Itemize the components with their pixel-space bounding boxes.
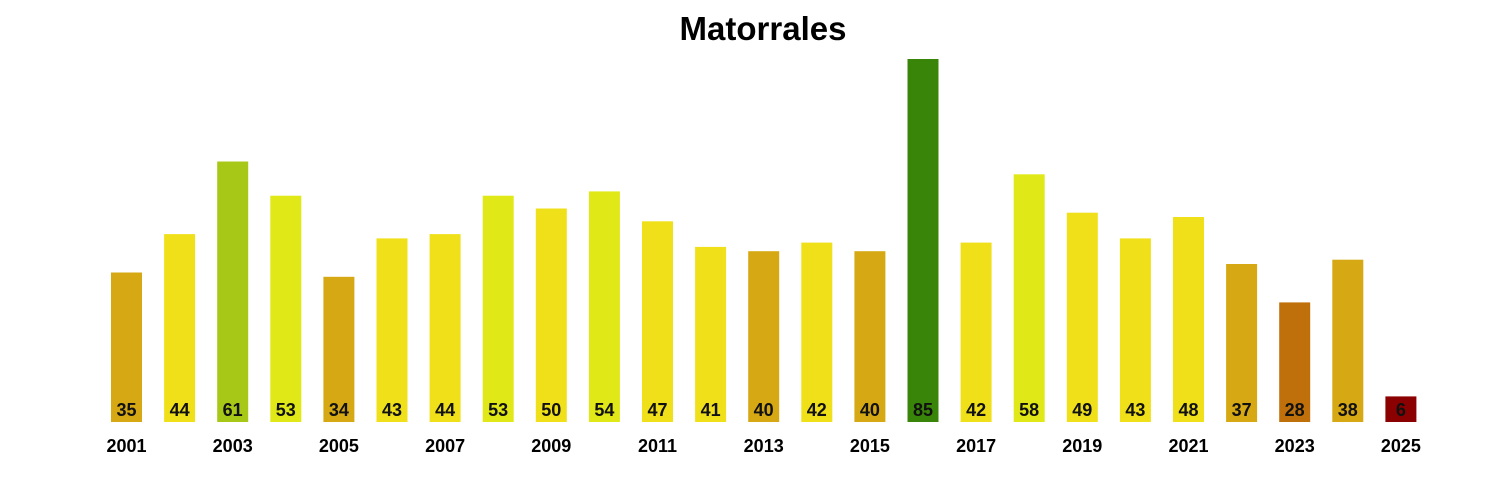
bar-2015 [854,251,886,422]
bar-value-label-2008: 53 [488,400,508,420]
bar-2012 [695,246,727,422]
bar-2008 [482,195,514,422]
x-tick-label-2011: 2011 [638,436,677,456]
bar-value-label-2015: 40 [860,400,880,420]
bar-value-label-2006: 43 [382,400,402,420]
x-tick-label-2021: 2021 [1168,436,1208,456]
bar-value-label-2017: 42 [966,400,986,420]
bar-2011 [642,221,673,422]
bar-2014 [801,242,833,422]
x-tick-label-2003: 2003 [213,436,253,456]
bar-value-label-2002: 44 [170,400,190,420]
bar-value-label-2014: 42 [807,400,827,420]
bar-value-label-2018: 58 [1019,400,1039,420]
bar-value-label-2011: 47 [647,400,667,420]
x-tick-label-2007: 2007 [425,436,465,456]
bar-value-label-2016: 85 [913,400,933,420]
bar-2024 [1332,259,1364,422]
x-tick-label-2019: 2019 [1062,436,1102,456]
bar-2020 [1119,238,1151,422]
bar-2007 [429,234,461,422]
bar-2022 [1226,264,1258,422]
bar-value-label-2010: 54 [594,400,614,420]
bar-value-label-2007: 44 [435,400,455,420]
bars-group [111,59,1417,422]
bar-2006 [376,238,408,422]
bar-value-label-2022: 37 [1232,400,1252,420]
bar-value-label-2012: 41 [701,400,721,420]
bar-value-label-2009: 50 [541,400,561,420]
bar-2010 [588,191,620,422]
bar-2023 [1279,302,1311,422]
bar-2019 [1066,212,1098,422]
bar-2001 [111,272,142,422]
bar-2025 [1385,396,1417,422]
x-tick-label-2013: 2013 [744,436,784,456]
bar-2009 [535,208,567,422]
bar-value-label-2024: 38 [1338,400,1358,420]
x-axis-ticks: 2001 2003 2005 2007 2009 2011 2013 2015 2017 2019… [106,436,1420,456]
x-tick-label-2009: 2009 [531,436,571,456]
x-tick-label-2017: 2017 [956,436,996,456]
bar-value-label-2020: 43 [1125,400,1145,420]
bar-2002 [164,234,196,422]
bar-labels-group: 35 44 61 53 34 43 44 53 50 54 47 41 40 42 40 85 42 58 49 43… [116,400,1405,420]
bar-value-label-2005: 34 [329,400,349,420]
bar-value-label-2013: 40 [754,400,774,420]
bar-2016 [907,59,939,422]
bar-2018 [1013,174,1045,422]
x-tick-label-2025: 2025 [1381,436,1421,456]
x-tick-label-2005: 2005 [319,436,359,456]
bar-2013 [748,251,780,422]
x-tick-label-2015: 2015 [850,436,890,456]
x-tick-label-2023: 2023 [1275,436,1315,456]
bar-2003 [217,161,249,422]
x-tick-label-2001: 2001 [106,436,146,456]
bar-value-label-2003: 61 [223,400,243,420]
bar-2017 [960,242,992,422]
bar-value-label-2004: 53 [276,400,296,420]
bar-2021 [1173,217,1204,422]
chart-title: Matorrales [679,10,847,47]
bar-value-label-2023: 28 [1285,400,1305,420]
bar-value-label-2019: 49 [1072,400,1092,420]
bar-2005 [323,276,355,422]
bar-value-label-2001: 35 [116,400,136,420]
bar-value-label-2025: 6 [1396,400,1406,420]
bar-2004 [270,195,302,422]
bar-value-label-2021: 48 [1178,400,1198,420]
